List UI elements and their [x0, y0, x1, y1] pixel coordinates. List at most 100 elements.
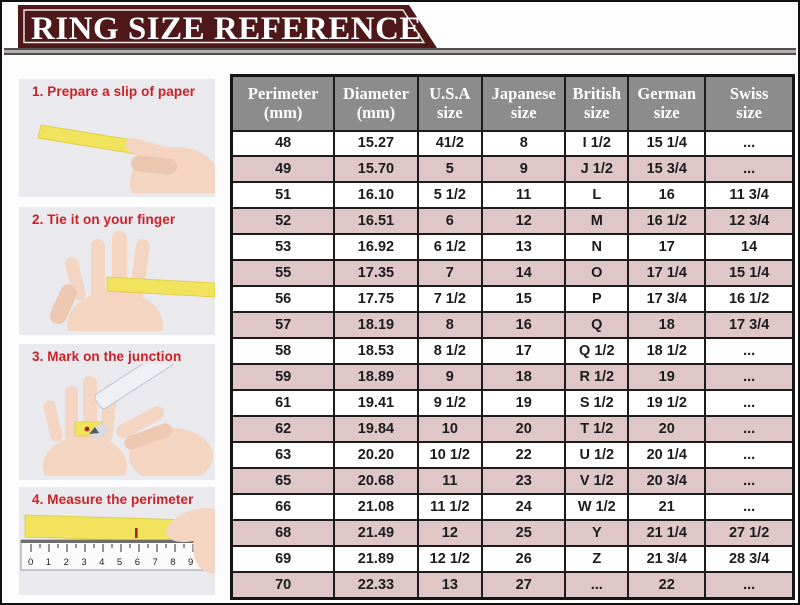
column-header-usa: U.S.A size	[416, 74, 484, 132]
table-row: 68 21.49 12 25 Y 21 1/4 27 1/2	[230, 518, 795, 547]
table-cell: 17 3/4	[704, 311, 795, 340]
table-cell: 19.84	[333, 414, 419, 443]
table-cell: 20 3/4	[627, 466, 707, 495]
table-cell: ...	[704, 440, 795, 469]
step-card-2: 2. Tie it on your finger	[19, 207, 215, 335]
table-cell: O	[564, 259, 630, 288]
table-body: 48 15.27 41/2 8 I 1/2 15 1/4... 49 15.70 5 9 J 1/2…	[230, 129, 795, 600]
table-cell: 10	[416, 414, 484, 443]
table-cell: 15	[481, 285, 567, 314]
step-4-illustration: 0123456789	[20, 507, 215, 573]
paper-slip	[24, 514, 192, 543]
table-row: 59 18.89 9 18 R 1/2 19...	[230, 363, 795, 392]
table-cell: 22	[481, 440, 567, 469]
table-cell: 20	[627, 414, 707, 443]
table-cell: L	[564, 181, 630, 210]
pressing-finger	[166, 507, 215, 573]
table-cell: 24	[481, 492, 567, 521]
table-cell: 16 1/2	[704, 285, 795, 314]
table-cell: 14	[481, 259, 567, 288]
table-row: 48 15.27 41/2 8 I 1/2 15 1/4...	[230, 129, 795, 158]
table-cell: P	[564, 285, 630, 314]
step-1-illustration	[37, 124, 215, 193]
table-cell: ...	[704, 337, 795, 366]
table-cell: V 1/2	[564, 466, 630, 495]
table-cell: 18.53	[333, 337, 419, 366]
table-cell: 55	[230, 259, 336, 288]
ring-size-table-container: Perimeter (mm) Diameter (mm) U.S.A size Japane…	[230, 74, 795, 600]
ruler-numbers: 0123456789	[28, 557, 206, 568]
table-cell: 6	[416, 207, 484, 236]
table-cell: 48	[230, 129, 336, 158]
step-3-label: 3. Mark on the junction	[32, 349, 182, 364]
marker-line	[135, 528, 138, 538]
table-cell: 57	[230, 311, 336, 340]
table-cell: 62	[230, 414, 336, 443]
column-header-diameter: Diameter (mm)	[333, 74, 419, 132]
ruler: 0123456789	[20, 539, 208, 571]
table-cell: 69	[230, 544, 336, 573]
table-cell: 21 1/4	[627, 518, 707, 547]
table-cell: ...	[704, 363, 795, 392]
table-cell: 11 3/4	[704, 181, 795, 210]
table-row: 58 18.53 8 1/2 17 Q 1/2 18 1/2...	[230, 337, 795, 366]
table-cell: ...	[704, 389, 795, 417]
step-2-illustration	[49, 231, 215, 331]
step-1-label: 1. Prepare a slip of paper	[32, 84, 196, 99]
column-header-line2: size	[510, 103, 537, 123]
table-cell: 9 1/2	[416, 389, 484, 417]
table-cell: 27 1/2	[704, 518, 795, 547]
table-row: 53 16.92 6 1/2 13 N 17 14	[230, 233, 795, 262]
table-row: 63 20.20 10 1/2 22 U 1/2 20 1/4...	[230, 440, 795, 469]
table-cell: 9	[481, 155, 567, 184]
table-row: 62 19.84 10 20 T 1/2 20...	[230, 414, 795, 443]
table-cell: 12	[481, 207, 567, 236]
table-cell: 15 1/4	[704, 259, 795, 288]
table-cell: 21.08	[333, 492, 419, 521]
step-card-1: 1. Prepare a slip of paper	[19, 79, 215, 197]
table-cell: 8	[481, 129, 567, 158]
table-cell: 15 1/4	[627, 129, 707, 158]
table-cell: 56	[230, 285, 336, 314]
step-2-label: 2. Tie it on your finger	[32, 212, 176, 227]
table-cell: 65	[230, 466, 336, 495]
step-card-4: 4. Measure the perimeter 0123456789	[19, 487, 215, 595]
table-cell: ...	[704, 129, 795, 158]
table-cell: 7	[416, 259, 484, 288]
column-header-swiss: Swiss size	[704, 74, 795, 132]
column-header-line1: Perimeter	[247, 83, 319, 103]
table-cell: 18.19	[333, 311, 419, 340]
table-cell: 20	[481, 414, 567, 443]
table-cell: ...	[564, 570, 630, 600]
table-cell: 9	[416, 363, 484, 392]
column-header-perimeter: Perimeter (mm)	[230, 74, 336, 132]
table-cell: 17.35	[333, 259, 419, 288]
page-title: RING SIZE REFERENCE	[31, 11, 422, 47]
column-header-line1: Japanese	[491, 83, 556, 103]
column-header-line1: British	[572, 83, 622, 103]
column-header-line2: size	[437, 103, 463, 123]
table-cell: W 1/2	[564, 492, 630, 521]
column-header-line1: German	[637, 83, 697, 103]
table-cell: 18	[481, 363, 567, 392]
table-cell: 17 3/4	[627, 285, 707, 314]
pen	[89, 364, 192, 440]
table-cell: 28 3/4	[704, 544, 795, 573]
column-header-line1: Swiss	[729, 83, 769, 103]
table-row: 55 17.35 7 14 O 17 1/4 15 1/4	[230, 259, 795, 288]
table-cell: 15.27	[333, 129, 419, 158]
table-cell: 18 1/2	[627, 337, 707, 366]
table-cell: 13	[481, 233, 567, 262]
title-banner: RING SIZE REFERENCE	[18, 5, 440, 48]
table-cell: I 1/2	[564, 129, 630, 158]
table-cell: 16	[481, 311, 567, 340]
divider-line	[4, 48, 796, 55]
table-cell: 70	[230, 570, 336, 600]
table-cell: T 1/2	[564, 414, 630, 443]
table-cell: 20.68	[333, 466, 419, 495]
table-cell: 17	[481, 337, 567, 366]
table-cell: Q	[564, 311, 630, 340]
table-cell: 16	[627, 181, 707, 210]
table-row: 66 21.08 11 1/2 24 W 1/2 21...	[230, 492, 795, 521]
column-header-line2: (mm)	[356, 103, 396, 123]
